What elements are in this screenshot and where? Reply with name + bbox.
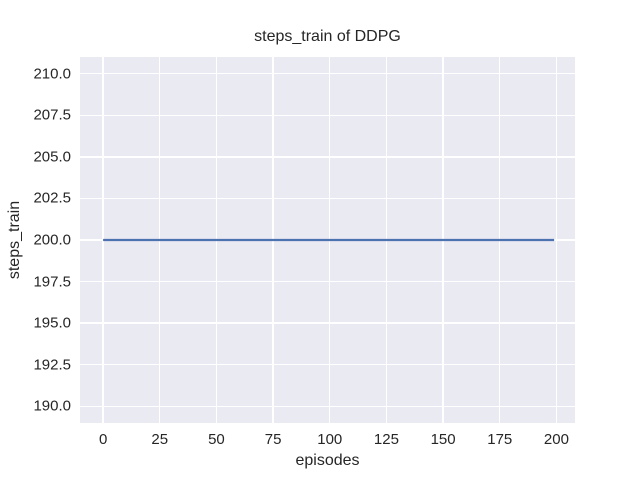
x-tick-label: 125	[373, 431, 399, 448]
x-tick-label: 150	[430, 431, 456, 448]
x-tick-label: 175	[487, 431, 513, 448]
series-plot	[103, 238, 555, 242]
gridline-horizontal	[80, 197, 575, 200]
gridline-horizontal	[80, 405, 575, 408]
y-tick-label: 195.0	[33, 314, 71, 332]
y-tick-label: 197.5	[33, 273, 71, 291]
y-tick-label: 205.0	[33, 148, 71, 166]
plot-area	[80, 57, 575, 423]
gridline-horizontal	[80, 114, 575, 116]
y-tick-label: 202.5	[33, 189, 71, 207]
gridline-horizontal	[80, 280, 575, 283]
y-tick-label: 200.0	[33, 231, 71, 249]
x-tick-label: 75	[264, 431, 282, 448]
x-tick-label: 50	[208, 431, 225, 448]
gridline-horizontal	[80, 364, 575, 366]
gridline-horizontal	[80, 72, 575, 75]
y-axis-label: steps_train	[6, 200, 23, 280]
y-tick-label: 210.0	[33, 65, 71, 83]
gridline-horizontal	[80, 156, 575, 158]
x-tick-label: 25	[151, 431, 169, 448]
x-tick-label: 0	[98, 431, 108, 448]
gridline-horizontal	[80, 322, 575, 324]
chart-title: steps_train of DDPG	[254, 28, 401, 45]
x-axis-label: episodes	[295, 452, 360, 469]
y-tick-label: 192.5	[33, 356, 71, 374]
x-tick-label: 100	[317, 431, 343, 448]
x-tick-label: 200	[543, 431, 569, 448]
y-tick-label: 207.5	[33, 106, 71, 124]
y-tick-label: 190.0	[33, 397, 71, 415]
